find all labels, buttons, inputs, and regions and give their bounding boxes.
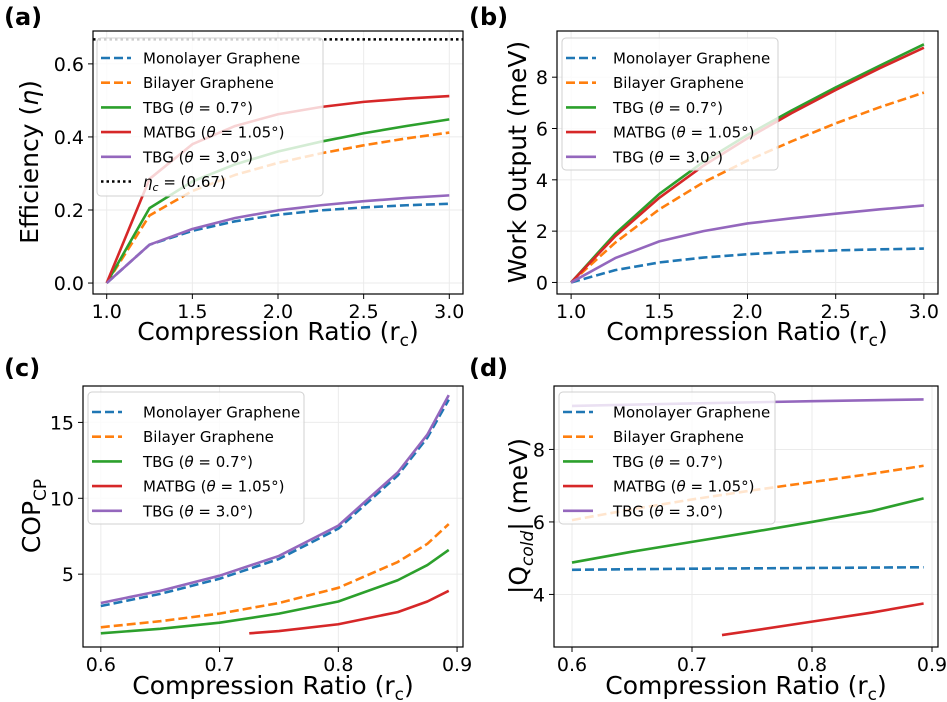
legend-label: MATBG (θ = 1.05°) — [613, 124, 755, 142]
x-tick-label: 0.6 — [557, 654, 587, 676]
legend-label: Monolayer Graphene — [143, 404, 300, 422]
panel-letter: (d) — [469, 354, 508, 382]
series-line-4 — [721, 602, 924, 637]
panel-1: (a) 1.0 1.5 2.0 2.5 3.0 0.0 0.2 0.4 0.6 Compressio… — [4, 3, 464, 351]
y-tick-label: 0.0 — [54, 273, 84, 295]
legend: Monolayer Graphene Bilayer Graphene TBG (θ… — [558, 391, 776, 525]
x-tick-label: 2.0 — [263, 301, 293, 323]
legend-frame — [87, 391, 305, 525]
legend-frame — [558, 391, 776, 525]
legend-label: TBG (θ = 0.7°) — [612, 99, 723, 117]
x-axis-title: Compression Ratio (rc) — [137, 317, 418, 351]
legend-label: TBG (θ = 3.0°) — [612, 502, 723, 520]
panel-letter: (a) — [4, 3, 42, 31]
legend-label: Monolayer Graphene — [613, 50, 770, 68]
legend-label: MATBG (θ = 1.05°) — [143, 124, 285, 142]
x-tick-label: 3.0 — [909, 301, 939, 323]
x-tick-label: 2.0 — [732, 301, 762, 323]
x-axis-title: Compression Ratio (rc) — [606, 317, 887, 351]
y-tick-label: 8 — [536, 67, 548, 89]
y-axis-title: |Qcold| (meV) — [504, 438, 538, 594]
series-line-5 — [100, 394, 450, 605]
legend-label: Monolayer Graphene — [613, 404, 770, 422]
legend-label: TBG (θ = 0.7°) — [142, 99, 253, 117]
series-line-3 — [571, 497, 924, 564]
x-tick-label: 3.0 — [434, 301, 464, 323]
x-tick-label: 0.9 — [917, 654, 947, 676]
panel-4: (d) 0.6 0.7 0.8 0.9 4 6 8 Compression Ratio (rc)… — [469, 354, 947, 702]
legend-label: MATBG (θ = 1.05°) — [613, 478, 755, 496]
series-line-1 — [100, 399, 450, 608]
x-tick-label: 1.5 — [177, 301, 207, 323]
x-axis-title: Compression Ratio (rc) — [605, 671, 886, 702]
legend-label: Bilayer Graphene — [143, 74, 274, 92]
x-tick-label: 2.5 — [821, 301, 851, 323]
x-tick-label: 0.7 — [677, 654, 707, 676]
series-line-5 — [105, 194, 450, 285]
y-tick-label: 10 — [50, 488, 74, 510]
y-tick-label: 6 — [536, 119, 548, 141]
x-tick-label: 1.0 — [92, 301, 122, 323]
series-line-4 — [249, 589, 450, 635]
y-tick-label: 0.2 — [54, 200, 84, 222]
legend-label: TBG (θ = 0.7°) — [612, 453, 723, 471]
panel-3: (c) 0.6 0.7 0.8 0.9 5 10 15 Compression Ratio (r… — [4, 354, 472, 702]
x-tick-label: 1.5 — [644, 301, 674, 323]
series-line-2 — [105, 131, 450, 284]
legend-frame — [561, 37, 779, 171]
legend: Monolayer Graphene Bilayer Graphene TBG (θ… — [96, 37, 324, 197]
legend: Monolayer Graphene Bilayer Graphene TBG (θ… — [561, 37, 779, 171]
legend-label: TBG (θ = 3.0°) — [142, 502, 253, 520]
x-tick-label: 0.8 — [323, 654, 353, 676]
y-axis-title: COPCP — [17, 479, 51, 553]
axes-frame — [553, 385, 939, 648]
y-axis-title: Work Output (meV) — [503, 41, 532, 283]
legend-label: Bilayer Graphene — [143, 428, 274, 446]
x-tick-label: 0.9 — [442, 654, 472, 676]
x-tick-label: 2.5 — [349, 301, 379, 323]
plot-area — [100, 394, 450, 635]
x-tick-label: 0.7 — [204, 654, 234, 676]
y-tick-label: 0.4 — [54, 127, 84, 149]
y-tick-label: 15 — [50, 412, 74, 434]
x-tick-label: 0.8 — [797, 654, 827, 676]
y-tick-label: 2 — [536, 221, 548, 243]
y-tick-label: 5 — [62, 564, 74, 586]
legend-label: Bilayer Graphene — [613, 74, 744, 92]
y-tick-label: 0.6 — [54, 54, 84, 76]
panel-2: (b) 1.0 1.5 2.0 2.5 3.0 0 2 4 6 8 Compression Ratio… — [469, 3, 939, 351]
series-line-5 — [570, 204, 925, 284]
x-tick-label: 0.6 — [86, 654, 116, 676]
legend: Monolayer Graphene Bilayer Graphene TBG (θ… — [87, 391, 305, 525]
panel-letter: (c) — [4, 354, 40, 382]
legend-label: TBG (θ = 3.0°) — [612, 148, 723, 166]
legend-label: MATBG (θ = 1.05°) — [143, 478, 285, 496]
legend-label: TBG (θ = 0.7°) — [142, 453, 253, 471]
y-tick-label: 6 — [533, 512, 545, 534]
legend-label: TBG (θ = 3.0°) — [142, 148, 253, 166]
legend-label: Bilayer Graphene — [613, 428, 744, 446]
axes-frame — [82, 385, 464, 648]
y-tick-label: 8 — [533, 439, 545, 461]
x-tick-label: 1.0 — [556, 301, 586, 323]
series-line-1 — [571, 565, 924, 572]
legend-label: Monolayer Graphene — [143, 50, 300, 68]
legend-frame — [96, 37, 324, 197]
panel-letter: (b) — [469, 3, 508, 31]
y-tick-label: 0 — [536, 272, 548, 294]
y-axis-title: Efficiency (η) — [15, 80, 44, 244]
legend-label: ηc = (0.67) — [143, 173, 226, 194]
series-line-2 — [100, 523, 450, 629]
y-tick-label: 4 — [533, 584, 545, 606]
series-line-1 — [570, 247, 924, 284]
series-line-3 — [100, 548, 450, 635]
y-tick-label: 4 — [536, 170, 548, 192]
x-axis-title: Compression Ratio (rc) — [132, 671, 413, 702]
